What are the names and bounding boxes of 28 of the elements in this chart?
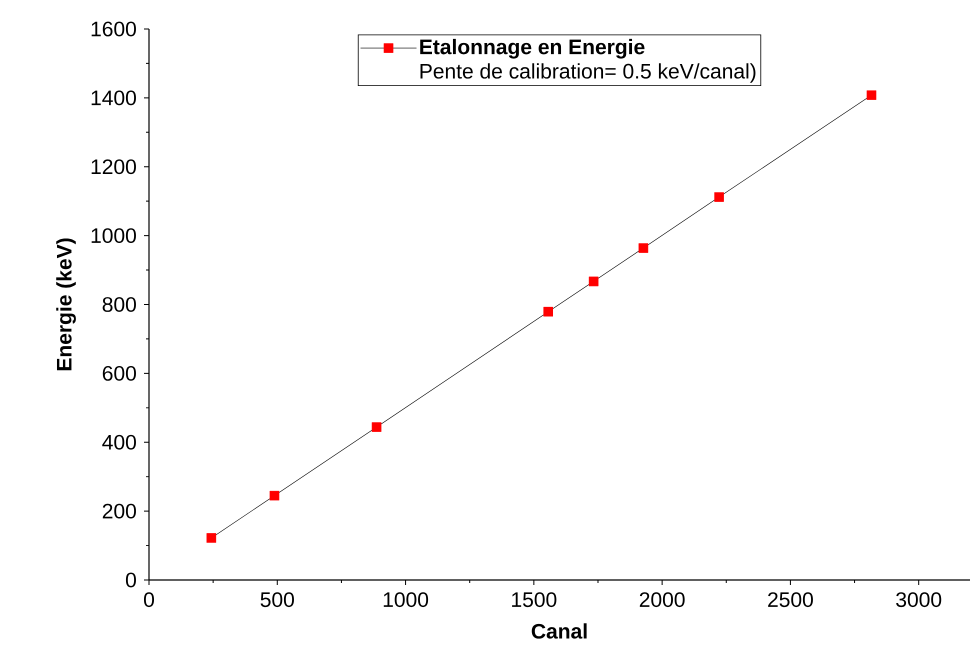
y-tick-label: 1200 <box>92 159 136 174</box>
y-tick-label: 400 <box>102 434 136 450</box>
legend-label: Etalonnage en Energie <box>420 38 644 59</box>
point <box>638 243 648 253</box>
point <box>866 90 876 100</box>
x-tick-label: 1000 <box>384 592 428 608</box>
x-tick-label: 3000 <box>896 592 942 608</box>
x-tick-label: 0 <box>144 592 154 608</box>
point <box>372 422 382 432</box>
y-tick-label: 0 <box>126 572 136 588</box>
y-tick-label: 1400 <box>92 90 136 106</box>
x-tick-label: 500 <box>260 592 294 608</box>
point <box>588 276 598 286</box>
point <box>714 192 724 202</box>
y-tick-label: 800 <box>102 297 136 312</box>
y-tick-label: 1000 <box>92 228 136 244</box>
point <box>206 533 216 543</box>
y-tick-label: 600 <box>102 366 136 381</box>
y-axis-title: Energie (keV) <box>56 238 76 370</box>
x-tick-label: 2000 <box>640 592 685 608</box>
annotation: Pente de calibration= 0.5 keV/canal) <box>420 63 756 83</box>
x-axis-title: Canal <box>532 623 587 639</box>
point <box>543 306 554 317</box>
y-tick-label: 1600 <box>92 22 136 36</box>
point <box>270 490 280 500</box>
x-tick-label: 2500 <box>768 592 813 608</box>
x-tick-label: 1500 <box>512 592 556 608</box>
y-tick-label: 200 <box>102 504 136 519</box>
